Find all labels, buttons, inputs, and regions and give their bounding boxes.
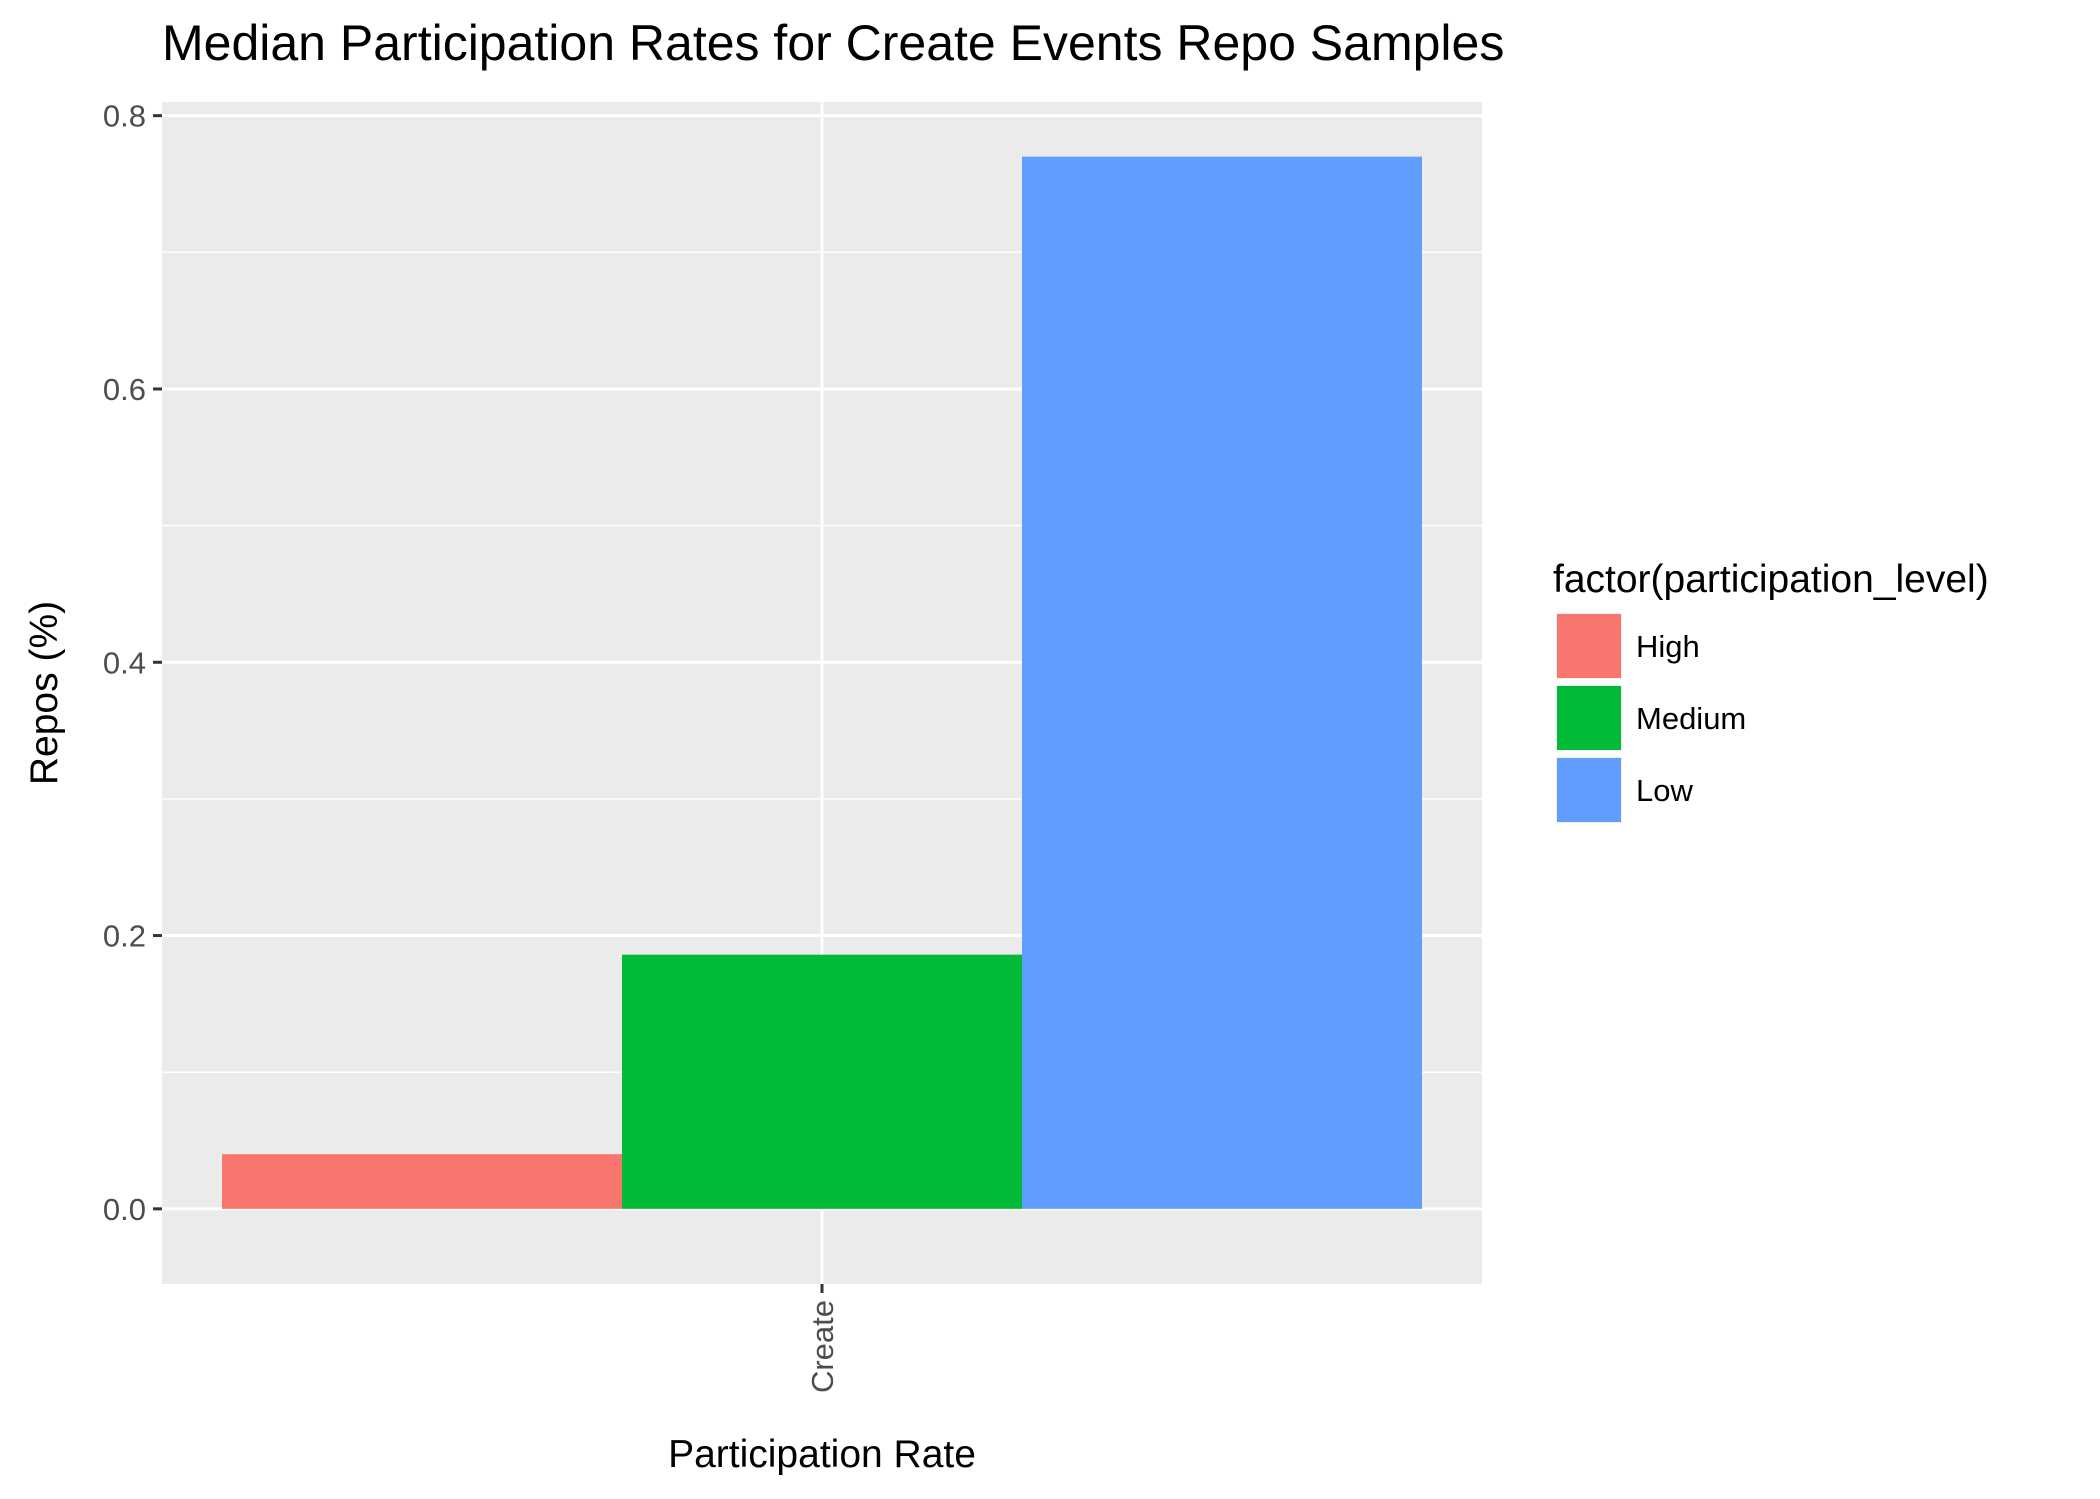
bar-medium — [622, 954, 1022, 1209]
y-tick-label: 0.8 — [103, 99, 146, 134]
legend-item-high: High — [1556, 613, 1700, 679]
legend-label: High — [1636, 629, 1700, 664]
y-tick-label: 0.2 — [103, 919, 146, 954]
legend-item-low: Low — [1556, 757, 1693, 823]
bar-low — [1022, 156, 1422, 1209]
legend: factor(participation_level) High Medium Lo… — [1553, 558, 1989, 823]
y-axis-title: Repos (%) — [23, 601, 66, 785]
x-tick-label: Create — [805, 1300, 840, 1393]
x-axis: Create — [805, 1284, 840, 1393]
bar-high — [222, 1154, 622, 1209]
legend-item-medium: Medium — [1556, 685, 1746, 751]
legend-items: High Medium Low — [1556, 613, 1746, 823]
legend-key-swatch — [1557, 758, 1621, 822]
bars — [222, 156, 1422, 1209]
x-axis-title: Participation Rate — [668, 1433, 976, 1476]
legend-key-swatch — [1557, 686, 1621, 750]
legend-title: factor(participation_level) — [1553, 558, 1989, 601]
y-tick-label: 0.0 — [103, 1192, 146, 1227]
legend-label: Medium — [1636, 701, 1746, 736]
y-tick-label: 0.6 — [103, 372, 146, 407]
chart-title: Median Participation Rates for Create Ev… — [162, 15, 1504, 71]
legend-label: Low — [1636, 773, 1693, 808]
y-axis: 0.0 0.2 0.4 0.6 0.8 — [103, 99, 162, 1227]
y-tick-label: 0.4 — [103, 645, 146, 680]
legend-key-swatch — [1557, 614, 1621, 678]
